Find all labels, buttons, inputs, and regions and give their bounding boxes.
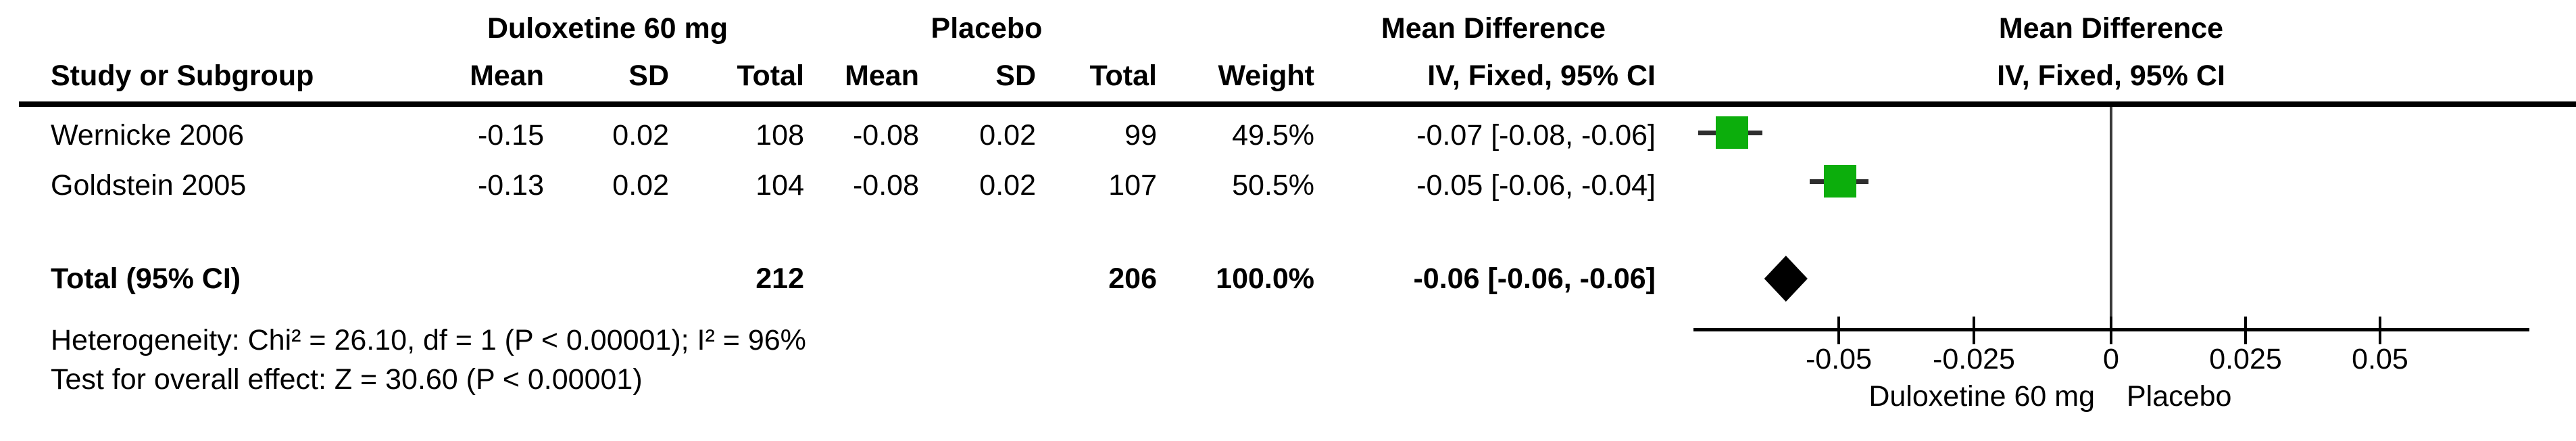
axis-tick — [2379, 317, 2381, 344]
axis-tick-label: -0.05 — [1805, 343, 1873, 375]
axis-tick — [2244, 317, 2247, 344]
study-total-con: 107 — [1108, 169, 1157, 202]
col-header-weight: Weight — [1218, 60, 1314, 92]
overall-effect-test: Test for overall effect: Z = 30.60 (P < … — [51, 363, 643, 396]
study-weight: 50.5% — [1232, 169, 1314, 202]
axis-tick — [1973, 317, 1975, 344]
total-ci-text: -0.06 [-0.06, -0.06] — [1413, 262, 1656, 295]
col-header-sd-con: SD — [995, 60, 1036, 92]
group-header-effect-plot: Mean Difference — [1998, 12, 2224, 45]
study-weight: 49.5% — [1232, 119, 1314, 152]
col-header-total-con: Total — [1089, 60, 1157, 92]
total-n-exp: 212 — [756, 262, 804, 295]
study-point-square — [1715, 116, 1748, 149]
total-diamond — [1764, 256, 1808, 302]
col-header-ci: IV, Fixed, 95% CI — [1427, 60, 1656, 92]
col-header-mean-con: Mean — [845, 60, 919, 92]
study-ci-text: -0.05 [-0.06, -0.04] — [1416, 169, 1656, 202]
study-mean-con: -0.08 — [852, 119, 919, 152]
axis-tick-label: -0.025 — [1933, 343, 2015, 375]
study-sd-exp: 0.02 — [612, 169, 669, 202]
study-total-exp: 104 — [756, 169, 804, 202]
col-header-total-exp: Total — [737, 60, 804, 92]
study-name: Wernicke 2006 — [51, 119, 245, 152]
total-label: Total (95% CI) — [51, 262, 241, 295]
study-mean-exp: -0.15 — [477, 119, 544, 152]
zero-reference-line — [2110, 107, 2112, 330]
col-header-mean-exp: Mean — [470, 60, 544, 92]
col-header-ci-plot: IV, Fixed, 95% CI — [1997, 60, 2225, 92]
study-name: Goldstein 2005 — [51, 169, 247, 202]
heterogeneity-stats: Heterogeneity: Chi² = 26.10, df = 1 (P <… — [51, 324, 806, 356]
study-ci-text: -0.07 [-0.08, -0.06] — [1416, 119, 1656, 152]
study-total-con: 99 — [1124, 119, 1157, 152]
study-mean-con: -0.08 — [852, 169, 919, 202]
favours-right-label: Placebo — [2127, 380, 2232, 413]
study-sd-exp: 0.02 — [612, 119, 669, 152]
total-n-con: 206 — [1108, 262, 1157, 295]
study-mean-exp: -0.13 — [477, 169, 544, 202]
study-point-square — [1824, 165, 1856, 198]
group-header-effect: Mean Difference — [1381, 12, 1606, 45]
group-header-experimental: Duloxetine 60 mg — [487, 12, 728, 45]
study-total-exp: 108 — [756, 119, 804, 152]
col-header-sd-exp: SD — [628, 60, 669, 92]
group-header-control: Placebo — [931, 12, 1043, 45]
axis-tick — [2110, 317, 2112, 344]
favours-left-label: Duloxetine 60 mg — [1868, 380, 2095, 413]
study-sd-con: 0.02 — [979, 169, 1036, 202]
axis-tick — [1837, 317, 1840, 344]
study-sd-con: 0.02 — [979, 119, 1036, 152]
axis-tick-label: 0 — [2103, 343, 2119, 375]
axis-tick-label: 0.05 — [2352, 343, 2408, 375]
axis-tick-label: 0.025 — [2209, 343, 2282, 375]
total-weight: 100.0% — [1216, 262, 1314, 295]
col-header-study: Study or Subgroup — [51, 60, 314, 92]
header-separator-line — [19, 101, 2576, 107]
